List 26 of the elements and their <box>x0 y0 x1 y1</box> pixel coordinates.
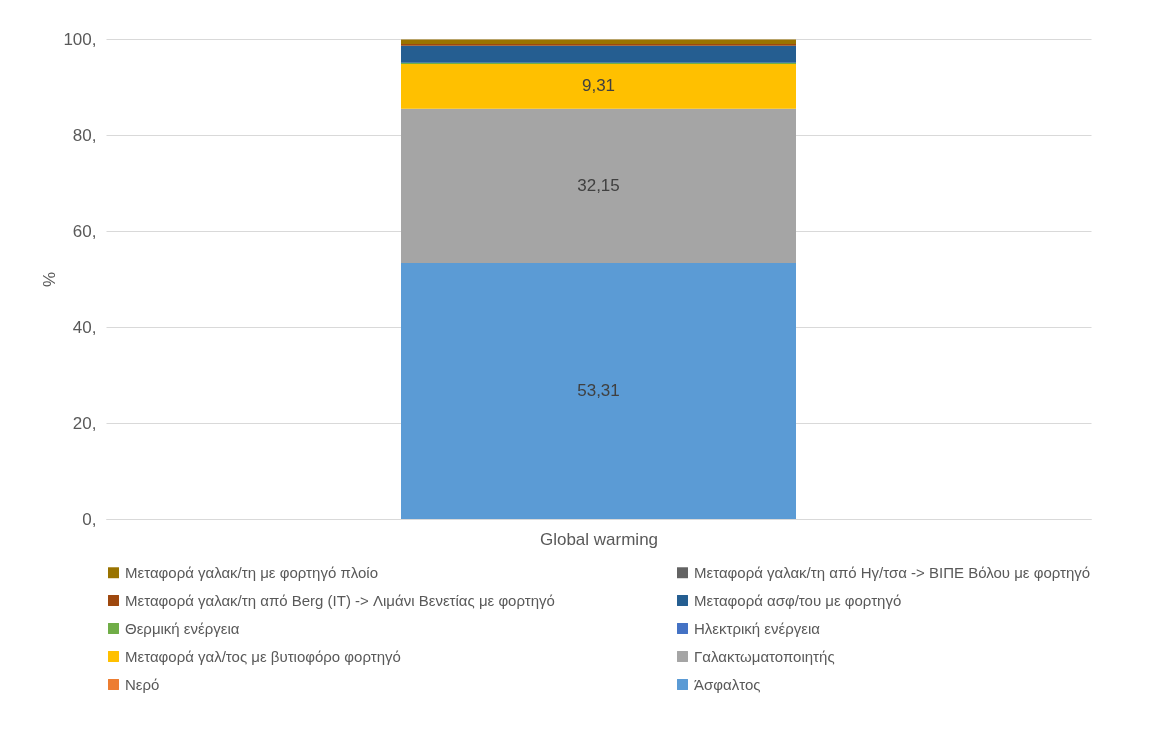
legend-label: Νερό <box>125 675 160 693</box>
bar <box>401 263 796 519</box>
y-tick-label: 0, <box>82 509 97 529</box>
y-tick-label: 60, <box>72 221 97 241</box>
legend-label: Μεταφορά γαλ/τος με βυτιοφόρο φορτηγό <box>125 647 401 665</box>
legend-label: Μεταφορά γαλακ/τη με φορτηγό πλοίο <box>125 563 379 581</box>
legend-label: Μεταφορά γαλακ/τη από Berg (IT) -> Λιμάνι Βενετίας με φορτηγό <box>125 591 555 609</box>
legend-label: Ηλεκτρική ενέργεια <box>694 619 821 637</box>
y-tick-label: 20, <box>72 413 97 433</box>
bar <box>401 64 796 109</box>
y-tick-label: 100, <box>63 29 97 49</box>
data-label: 53,31 <box>577 381 620 401</box>
bar <box>401 45 796 63</box>
data-label: 9,31 <box>581 76 616 96</box>
legend-label: Μεταφορά ασφ/του με φορτηγό <box>694 591 902 609</box>
bar <box>401 39 796 44</box>
legend-label: Άσφαλτος <box>694 675 761 693</box>
y-tick-label: 40, <box>72 317 97 337</box>
legend-label: Μεταφορά γαλακ/τη από Ηγ/τσα -> ΒΙΠΕ Βόλου με φορτηγό <box>694 563 1091 581</box>
legend-label: Θερμική ενέργεια <box>125 619 240 637</box>
legend-label: Γαλακτωματοποιητής <box>694 647 835 665</box>
bar <box>401 108 796 264</box>
y-tick-label: 80, <box>72 125 97 145</box>
x-tick-label: Global warming <box>539 529 659 549</box>
data-label: 32,15 <box>577 175 620 195</box>
y-axis-title: % <box>40 271 60 288</box>
